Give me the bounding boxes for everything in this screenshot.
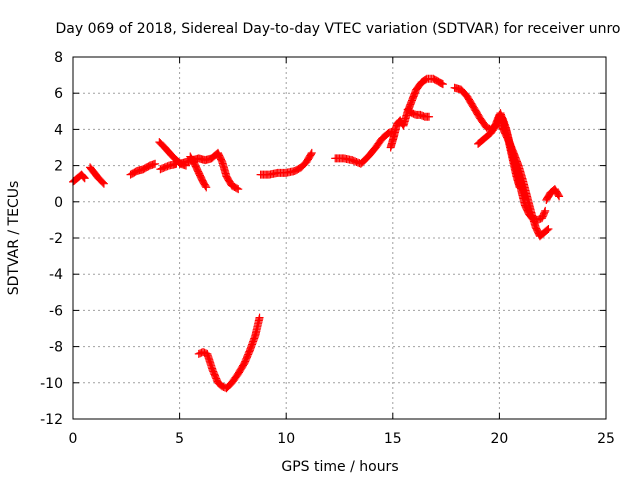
x-tick-label: 25 [597, 431, 615, 447]
data-point [151, 159, 160, 168]
y-tick-label: 0 [54, 195, 63, 211]
data-point [307, 150, 316, 159]
x-tick-label: 15 [384, 431, 402, 447]
data-point [437, 79, 446, 88]
series-seg-10 [331, 127, 397, 168]
series-seg-11 [386, 74, 447, 152]
x-axis-label: GPS time / hours [281, 459, 398, 475]
series-seg-15 [497, 121, 553, 241]
y-tick-label: -10 [40, 376, 63, 392]
data-point [554, 191, 563, 200]
data-point [202, 183, 211, 192]
y-tick-label: 2 [54, 159, 63, 175]
data-point [79, 173, 88, 182]
series-seg-13 [450, 83, 550, 224]
series-seg-9 [256, 148, 316, 179]
y-tick-label: -6 [49, 303, 63, 319]
grid-layer [73, 57, 606, 419]
y-tick-label: -2 [49, 231, 63, 247]
x-tick-label: 0 [69, 431, 78, 447]
series-seg-8 [194, 313, 264, 393]
data-point [234, 185, 243, 194]
chart-title: Day 069 of 2018, Sidereal Day-to-day VTE… [56, 21, 621, 37]
data-point [555, 192, 564, 201]
data-point [79, 172, 88, 181]
data-point [543, 225, 552, 234]
series-seg-2 [86, 163, 108, 188]
series-seg-16 [542, 185, 564, 204]
y-axis-label: SDTVAR / TECUs [6, 181, 22, 296]
series-seg-12 [403, 105, 434, 121]
series-seg-1 [69, 170, 89, 186]
y-tick-label: 4 [54, 122, 63, 138]
y-tick-label: -4 [49, 267, 63, 283]
data-point [307, 148, 316, 157]
data-point [98, 178, 107, 187]
y-tick-label: 8 [54, 50, 63, 66]
data-layer [69, 74, 564, 393]
data-point [80, 174, 89, 183]
data-point [541, 206, 550, 215]
series-seg-7 [186, 152, 211, 192]
data-point [438, 80, 447, 89]
series-seg-4 [156, 159, 181, 174]
data-point [232, 184, 241, 193]
data-point [544, 224, 553, 233]
data-point [255, 313, 264, 322]
x-tick-label: 10 [277, 431, 295, 447]
data-point [99, 179, 108, 188]
data-point [540, 208, 549, 217]
y-tick-label: 6 [54, 86, 63, 102]
x-tick-label: 5 [175, 431, 184, 447]
series-seg-3 [126, 159, 160, 179]
series-seg-6 [175, 148, 243, 194]
y-tick-label: -8 [49, 340, 63, 356]
y-tick-label: -12 [40, 412, 63, 428]
data-point [425, 112, 434, 121]
x-tick-label: 20 [490, 431, 508, 447]
data-point [201, 181, 210, 190]
tick-label-layer: 0 5 10 15 20 25 -12 -10 -8 -6 -4 -2 0 2 4 6 8 [40, 50, 615, 447]
tick-layer [72, 56, 607, 420]
